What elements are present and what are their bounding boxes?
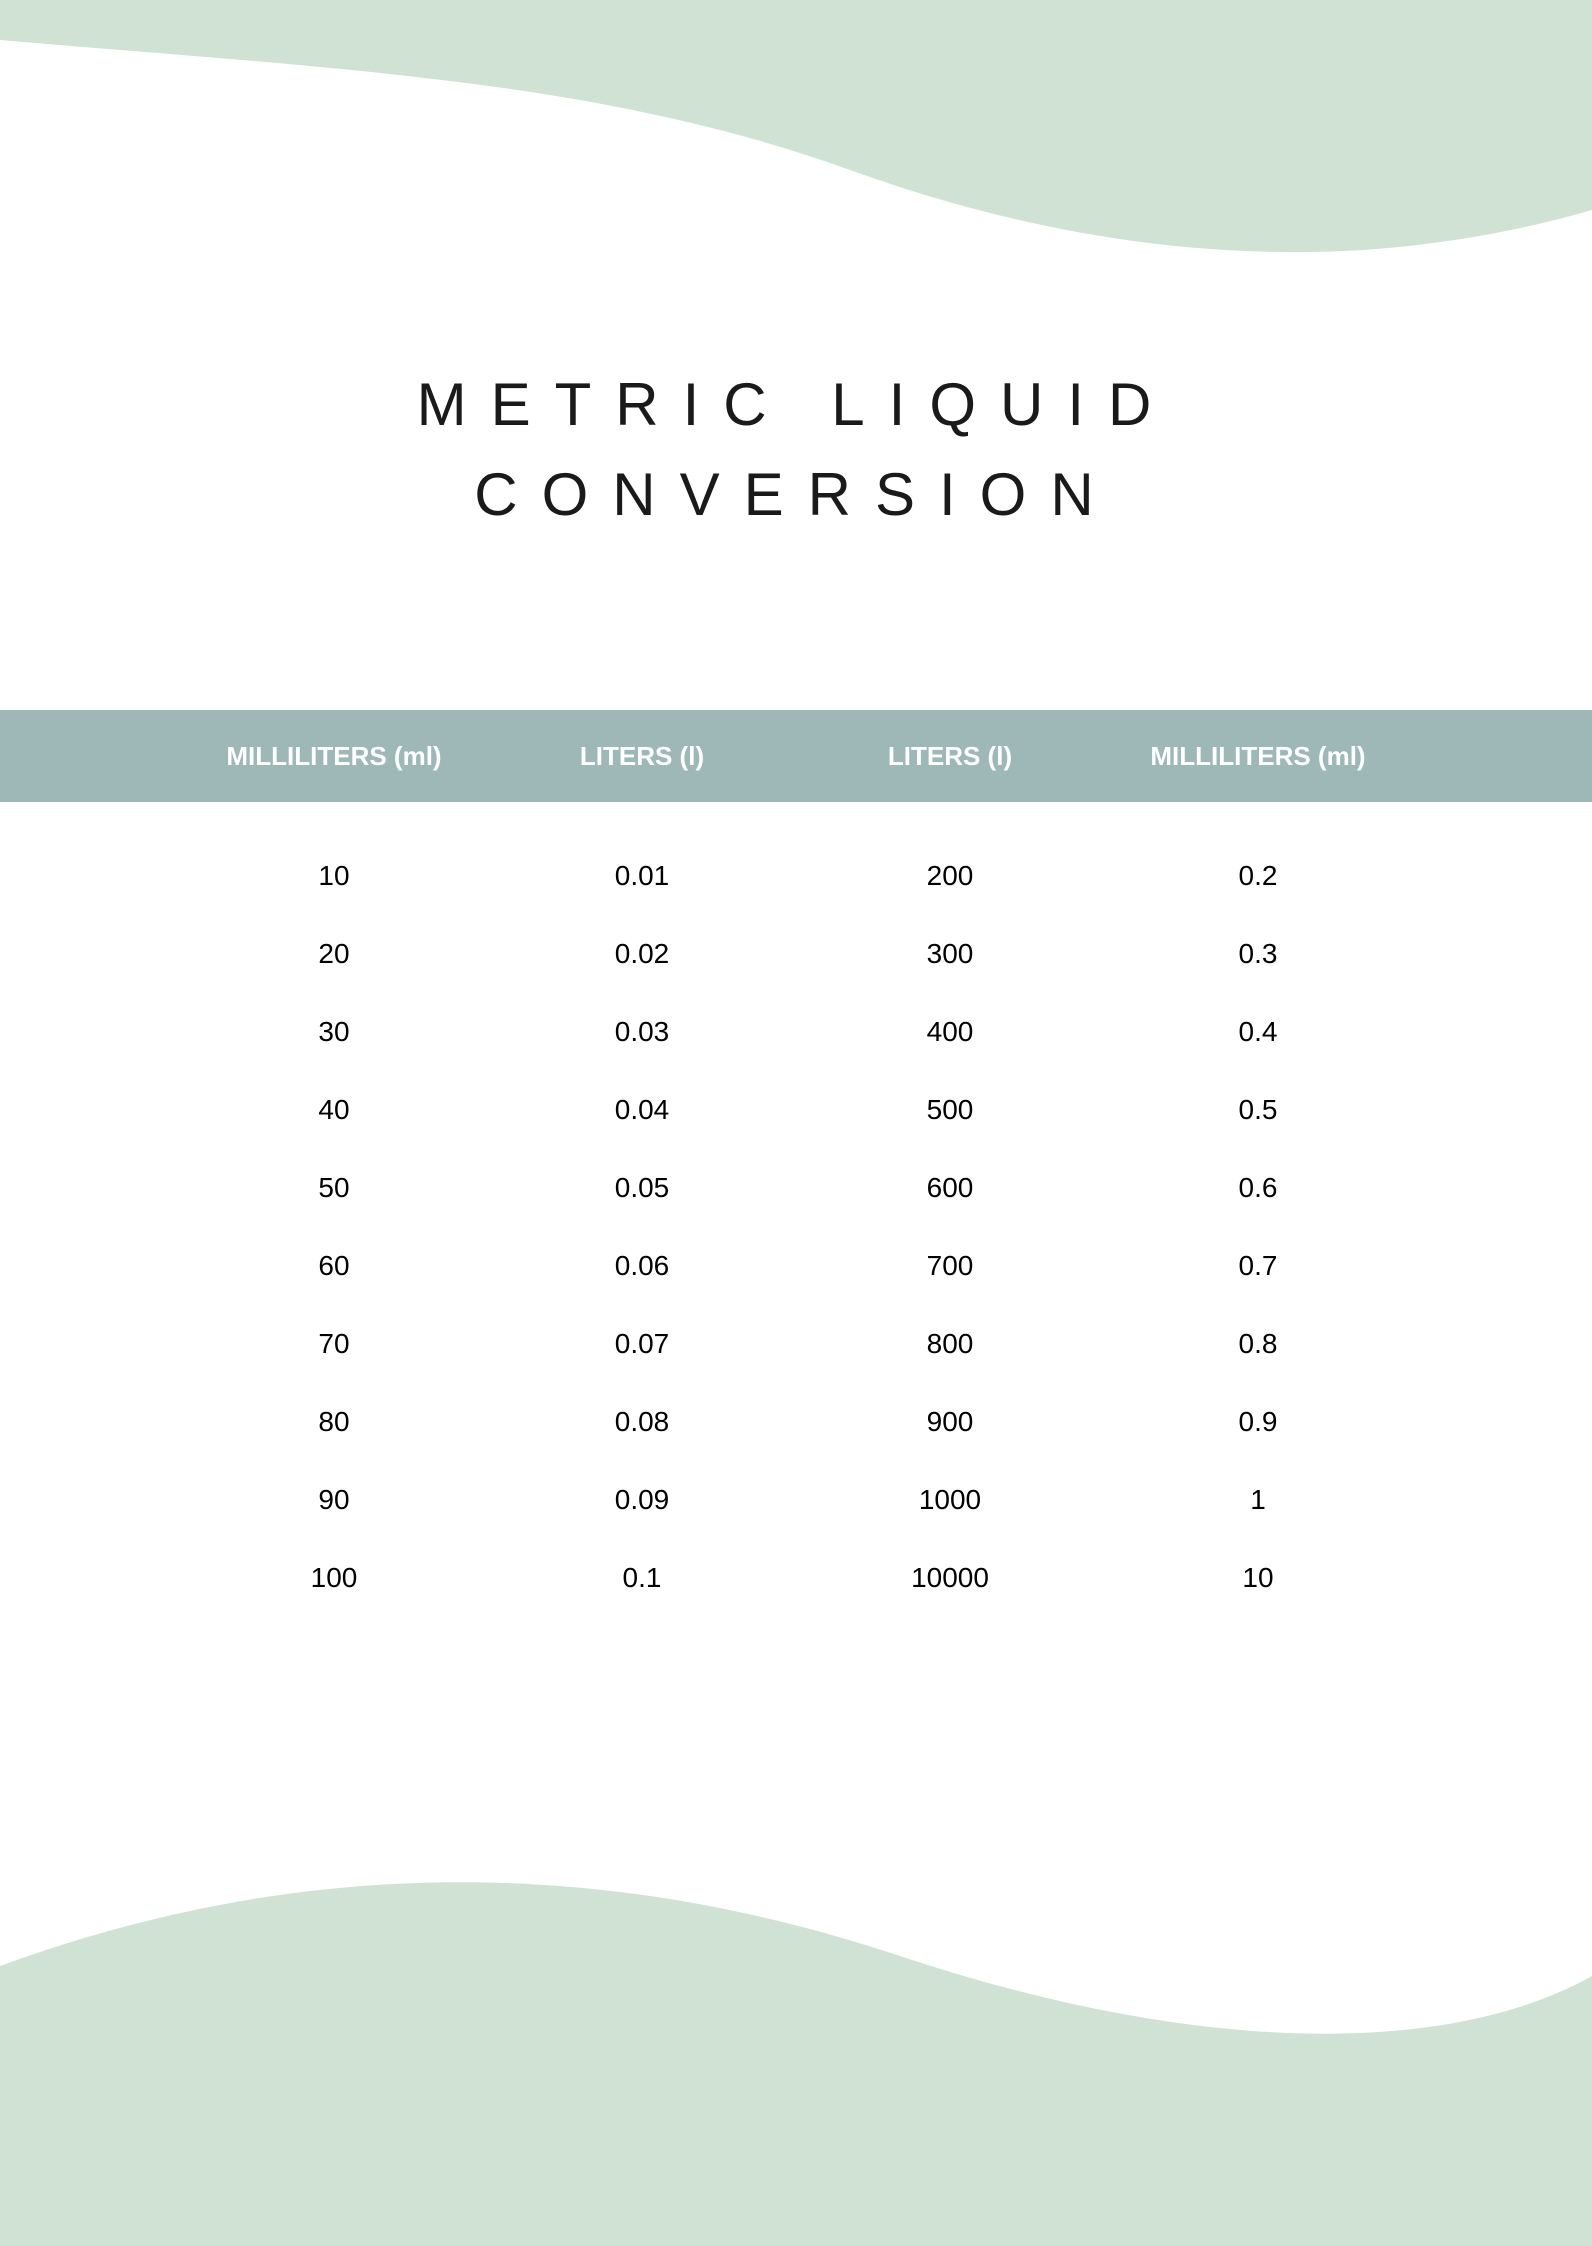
table-body: 100.012000.2200.023000.3300.034000.4400.… bbox=[0, 802, 1592, 1617]
table-cell: 70 bbox=[180, 1328, 488, 1360]
table-cell: 100 bbox=[180, 1562, 488, 1594]
table-cell: 900 bbox=[796, 1406, 1104, 1438]
table-cell: 60 bbox=[180, 1250, 488, 1282]
table-cell: 0.3 bbox=[1104, 938, 1412, 970]
table-header: MILLILITERS (ml) LITERS (l) LITERS (l) M… bbox=[0, 710, 1592, 802]
table-cell: 0.4 bbox=[1104, 1016, 1412, 1048]
table-cell: 0.5 bbox=[1104, 1094, 1412, 1126]
table-cell: 0.09 bbox=[488, 1484, 796, 1516]
table-cell: 1000 bbox=[796, 1484, 1104, 1516]
table-row: 400.045000.5 bbox=[180, 1071, 1412, 1149]
table-cell: 50 bbox=[180, 1172, 488, 1204]
title-line-2: CONVERSION bbox=[0, 450, 1592, 540]
column-header: MILLILITERS (ml) bbox=[180, 741, 488, 772]
table-cell: 40 bbox=[180, 1094, 488, 1126]
table-row: 200.023000.3 bbox=[180, 915, 1412, 993]
table-cell: 0.8 bbox=[1104, 1328, 1412, 1360]
table-cell: 0.7 bbox=[1104, 1250, 1412, 1282]
table-cell: 700 bbox=[796, 1250, 1104, 1282]
table-cell: 500 bbox=[796, 1094, 1104, 1126]
table-cell: 0.06 bbox=[488, 1250, 796, 1282]
table-cell: 0.1 bbox=[488, 1562, 796, 1594]
table-cell: 10 bbox=[1104, 1562, 1412, 1594]
table-cell: 300 bbox=[796, 938, 1104, 970]
table-row: 800.089000.9 bbox=[180, 1383, 1412, 1461]
table-cell: 0.08 bbox=[488, 1406, 796, 1438]
table-row: 300.034000.4 bbox=[180, 993, 1412, 1071]
table-cell: 0.05 bbox=[488, 1172, 796, 1204]
wave-bottom-decoration bbox=[0, 1826, 1592, 2246]
table-row: 700.078000.8 bbox=[180, 1305, 1412, 1383]
table-cell: 20 bbox=[180, 938, 488, 970]
page-title: METRIC LIQUID CONVERSION bbox=[0, 0, 1592, 540]
table-cell: 10 bbox=[180, 860, 488, 892]
column-header: LITERS (l) bbox=[796, 741, 1104, 772]
table-cell: 400 bbox=[796, 1016, 1104, 1048]
table-row: 500.056000.6 bbox=[180, 1149, 1412, 1227]
column-header: MILLILITERS (ml) bbox=[1104, 741, 1412, 772]
table-row: 900.0910001 bbox=[180, 1461, 1412, 1539]
table-cell: 10000 bbox=[796, 1562, 1104, 1594]
table-cell: 0.07 bbox=[488, 1328, 796, 1360]
title-line-1: METRIC LIQUID bbox=[0, 360, 1592, 450]
table-cell: 0.04 bbox=[488, 1094, 796, 1126]
table-cell: 0.6 bbox=[1104, 1172, 1412, 1204]
table-cell: 0.01 bbox=[488, 860, 796, 892]
table-cell: 90 bbox=[180, 1484, 488, 1516]
table-cell: 0.02 bbox=[488, 938, 796, 970]
column-header: LITERS (l) bbox=[488, 741, 796, 772]
table-cell: 800 bbox=[796, 1328, 1104, 1360]
table-row: 100.012000.2 bbox=[180, 837, 1412, 915]
table-cell: 0.03 bbox=[488, 1016, 796, 1048]
table-cell: 600 bbox=[796, 1172, 1104, 1204]
table-cell: 0.2 bbox=[1104, 860, 1412, 892]
table-cell: 200 bbox=[796, 860, 1104, 892]
table-cell: 80 bbox=[180, 1406, 488, 1438]
table-cell: 1 bbox=[1104, 1484, 1412, 1516]
table-cell: 30 bbox=[180, 1016, 488, 1048]
table-row: 600.067000.7 bbox=[180, 1227, 1412, 1305]
conversion-table: MILLILITERS (ml) LITERS (l) LITERS (l) M… bbox=[0, 710, 1592, 1617]
table-row: 1000.11000010 bbox=[180, 1539, 1412, 1617]
table-cell: 0.9 bbox=[1104, 1406, 1412, 1438]
